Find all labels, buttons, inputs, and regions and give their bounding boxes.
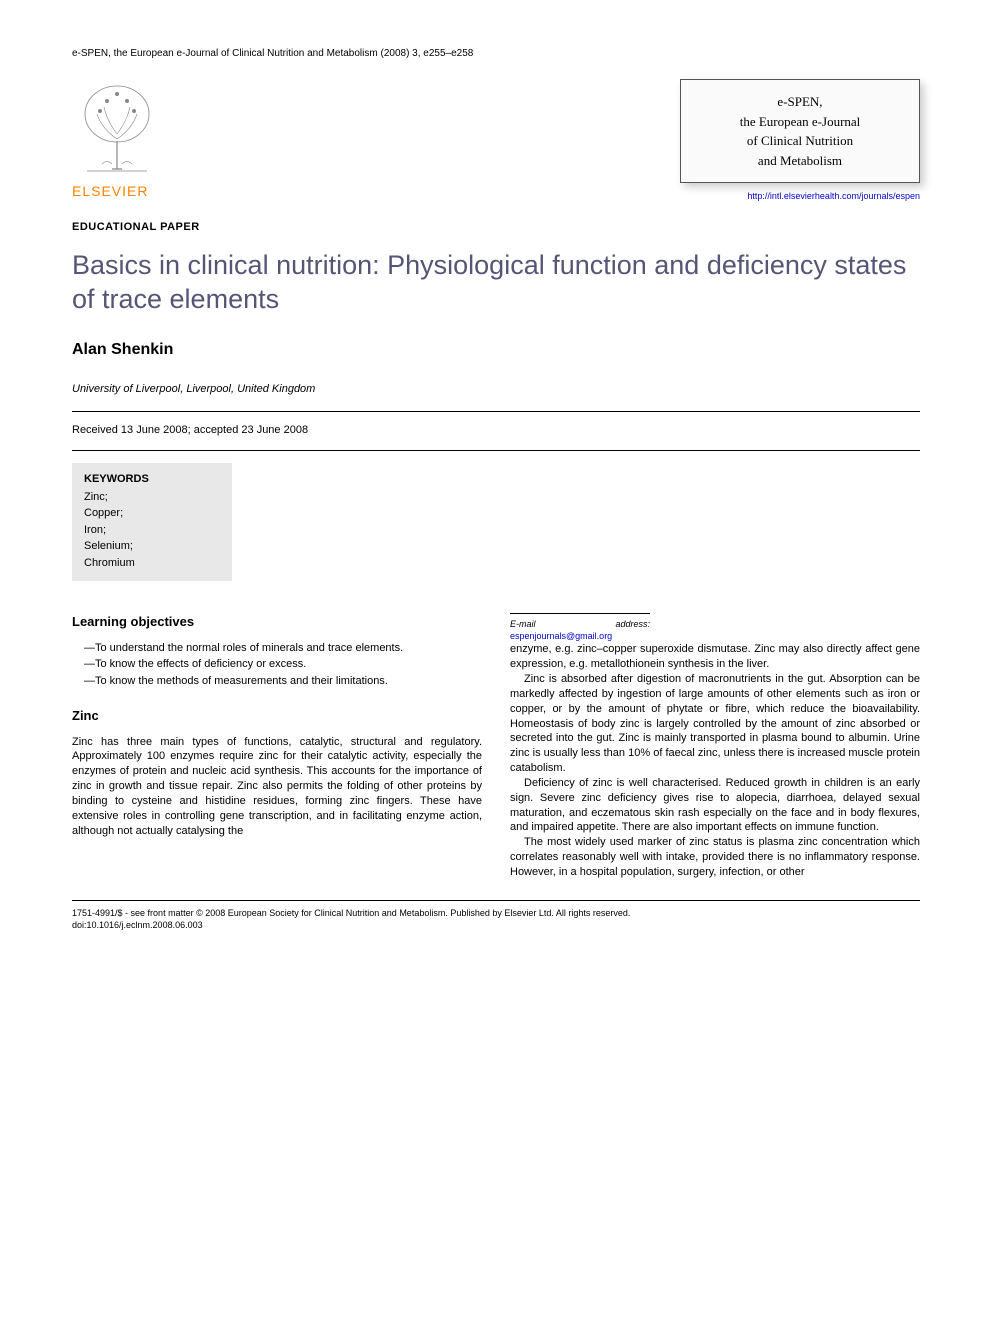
divider bbox=[72, 411, 920, 412]
journal-title-box: e-SPEN, the European e-Journal of Clinic… bbox=[680, 79, 920, 183]
publisher-logo-block: ELSEVIER bbox=[72, 79, 162, 199]
objective-item: —To know the effects of deficiency or ex… bbox=[72, 657, 482, 672]
journal-name-line1: e-SPEN, bbox=[701, 92, 899, 112]
header-citation: e-SPEN, the European e-Journal of Clinic… bbox=[72, 48, 920, 59]
article-dates: Received 13 June 2008; accepted 23 June … bbox=[72, 424, 920, 436]
doi-line: doi:10.1016/j.eclnm.2008.06.003 bbox=[72, 919, 920, 932]
author-name: Alan Shenkin bbox=[72, 341, 920, 359]
journal-url-link[interactable]: http://intl.elsevierhealth.com/journals/… bbox=[680, 191, 920, 201]
keywords-box: KEYWORDS Zinc; Copper; Iron; Selenium; C… bbox=[72, 463, 232, 582]
divider bbox=[72, 450, 920, 451]
objectives-heading: Learning objectives bbox=[72, 613, 482, 631]
elsevier-tree-icon bbox=[72, 79, 162, 179]
email-link[interactable]: espenjournals@gmail.org bbox=[510, 631, 612, 641]
keyword-item: Chromium bbox=[84, 555, 220, 572]
article-title: Basics in clinical nutrition: Physiologi… bbox=[72, 249, 920, 317]
article-type-label: EDUCATIONAL PAPER bbox=[72, 221, 920, 233]
zinc-paragraph: enzyme, e.g. zinc–copper superoxide dism… bbox=[510, 642, 920, 672]
copyright-line: 1751-4991/$ - see front matter © 2008 Eu… bbox=[72, 907, 920, 920]
email-footnote: E-mail address: espenjournals@gmail.org bbox=[510, 613, 650, 642]
keyword-item: Selenium; bbox=[84, 538, 220, 555]
zinc-paragraph: Zinc has three main types of functions, … bbox=[72, 735, 482, 839]
journal-name-line4: and Metabolism bbox=[701, 151, 899, 171]
zinc-paragraph: The most widely used marker of zinc stat… bbox=[510, 835, 920, 880]
keyword-item: Zinc; bbox=[84, 489, 220, 506]
journal-info-block: e-SPEN, the European e-Journal of Clinic… bbox=[680, 79, 920, 201]
copyright-footer: 1751-4991/$ - see front matter © 2008 Eu… bbox=[72, 900, 920, 932]
journal-name-line2: the European e-Journal bbox=[701, 112, 899, 132]
keyword-item: Iron; bbox=[84, 522, 220, 539]
zinc-paragraph: Zinc is absorbed after digestion of macr… bbox=[510, 672, 920, 776]
zinc-heading: Zinc bbox=[72, 707, 482, 725]
objective-item: —To understand the normal roles of miner… bbox=[72, 641, 482, 656]
author-affiliation: University of Liverpool, Liverpool, Unit… bbox=[72, 383, 920, 395]
header-row: ELSEVIER e-SPEN, the European e-Journal … bbox=[72, 79, 920, 201]
email-label: E-mail address: bbox=[510, 619, 650, 629]
objective-item: —To know the methods of measurements and… bbox=[72, 674, 482, 689]
body-columns: Learning objectives —To understand the n… bbox=[72, 613, 920, 880]
zinc-paragraph: Deficiency of zinc is well characterised… bbox=[510, 776, 920, 835]
publisher-name: ELSEVIER bbox=[72, 183, 148, 199]
keyword-item: Copper; bbox=[84, 505, 220, 522]
keywords-heading: KEYWORDS bbox=[84, 473, 220, 485]
journal-name-line3: of Clinical Nutrition bbox=[701, 131, 899, 151]
